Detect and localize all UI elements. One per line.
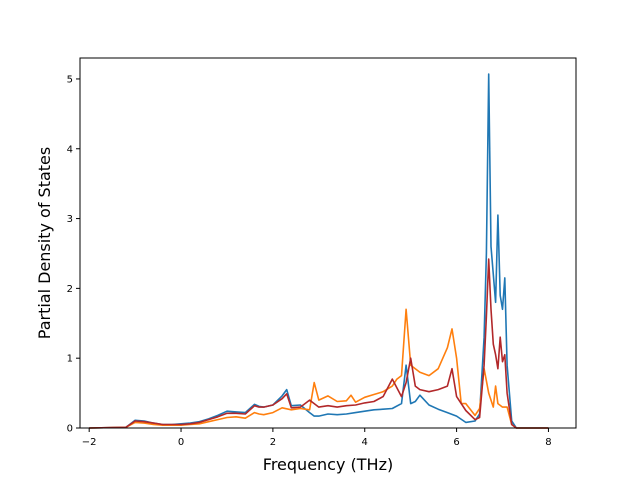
y-tick-label: 2 (67, 284, 73, 295)
x-axis-label: Frequency (THz) (263, 455, 393, 474)
series-line-3 (89, 258, 549, 429)
x-tick-label: 8 (545, 437, 551, 448)
x-tick-label: 2 (270, 437, 276, 448)
plot-lines (89, 73, 549, 429)
x-tick-label: 0 (178, 437, 184, 448)
y-tick-label: 5 (67, 74, 73, 85)
x-axis-ticks: −2 0 2 4 6 8 (82, 428, 552, 448)
x-tick-label: 6 (453, 437, 459, 448)
y-tick-label: 4 (67, 144, 73, 155)
plot-frame (79, 57, 577, 429)
x-tick-label: −2 (82, 437, 97, 448)
x-tick-label: 4 (362, 437, 368, 448)
y-axis-label: Partial Density of States (35, 147, 54, 339)
y-tick-label: 3 (67, 214, 73, 225)
y-axis-ticks: 0 1 2 3 4 5 (67, 74, 80, 435)
y-tick-label: 0 (67, 424, 73, 435)
y-tick-label: 1 (67, 354, 73, 365)
